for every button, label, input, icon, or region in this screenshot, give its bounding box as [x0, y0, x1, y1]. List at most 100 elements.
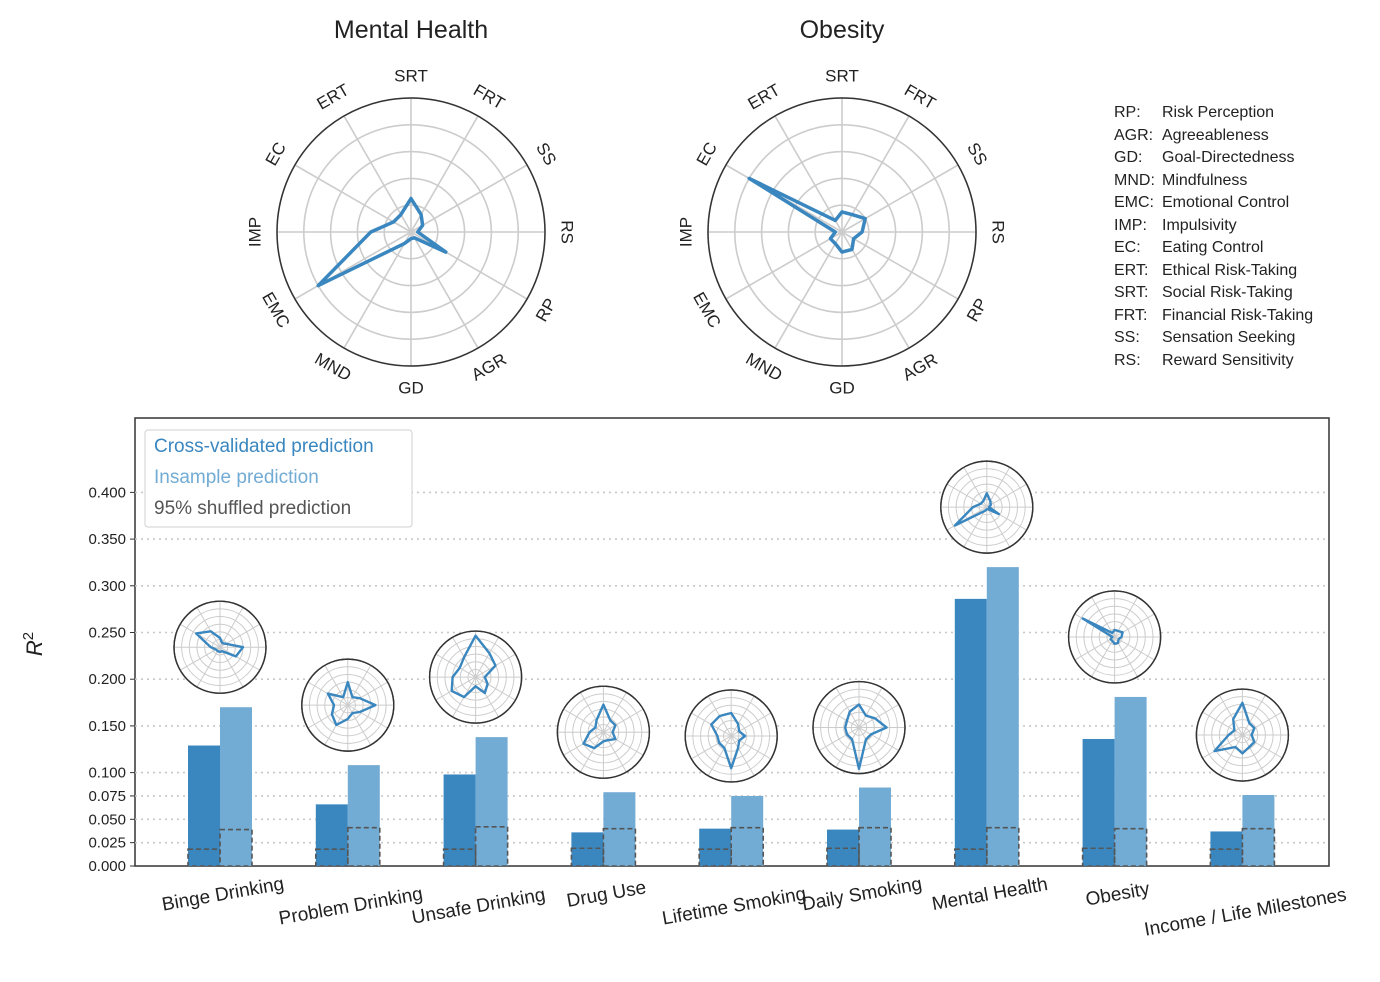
radar-spoke — [1218, 694, 1243, 736]
radar-spoke — [818, 727, 860, 751]
radar-spoke — [1074, 636, 1115, 661]
radar-series — [450, 634, 497, 699]
abbreviation-key: RP: — [1114, 104, 1141, 121]
radar-spoke — [410, 115, 479, 233]
radar-spoke — [410, 231, 528, 300]
abbreviation-name: Risk Perception — [1162, 104, 1275, 121]
radar-spoke — [475, 676, 516, 701]
radar-spoke — [841, 164, 959, 233]
radar-spoke — [324, 665, 349, 706]
radar-axis-label: IMP — [677, 217, 696, 247]
radar-axis-label: GD — [829, 379, 855, 398]
y-tick-label: 0.050 — [88, 811, 126, 828]
radar-series — [953, 492, 1000, 527]
x-tick-label: Problem Drinking — [277, 884, 424, 930]
radar-spoke — [579, 692, 604, 733]
radar-spoke — [219, 646, 244, 688]
radar-spoke — [347, 665, 372, 706]
radar-outline — [1067, 590, 1162, 684]
radar-series — [1213, 701, 1256, 755]
radar-spoke — [475, 637, 500, 678]
radar-axis-label: MND — [311, 349, 354, 385]
abbreviation-name: Sensation Seeking — [1162, 329, 1296, 346]
radar-axis-label: EC — [262, 139, 290, 169]
y-tick-label: 0.200 — [88, 671, 126, 688]
radar-axis-label: RP — [963, 295, 991, 325]
bar-cross-validated — [315, 804, 348, 866]
bar-cross-validated — [954, 598, 987, 866]
radar-spoke — [1218, 734, 1243, 776]
radar-spoke — [307, 704, 349, 729]
bar-insample — [1242, 795, 1275, 866]
top-radars: SRT FRT SS RS RP AGR GD MND EMC IMP EC ERT Mental He… — [246, 16, 1008, 398]
radar-spoke — [986, 506, 1011, 548]
radar-spoke — [858, 704, 900, 728]
y-ticks: 0.000 0.025 0.050 0.075 0.100 0.150 0.200 0.250… — [88, 484, 135, 875]
abbreviation-key: AGR: — [1114, 126, 1154, 144]
bar-shuffled-insample — [858, 826, 892, 867]
bar-shuffled-cv — [826, 847, 860, 867]
radar-spoke — [774, 231, 843, 349]
radar-spoke — [219, 646, 261, 671]
radar-mental-health: SRT FRT SS RS RP AGR GD MND EMC IMP EC ERT Mental He… — [246, 16, 577, 398]
y-tick-label: 0.400 — [88, 484, 126, 501]
inset-radar — [301, 658, 395, 752]
abbreviation-key: RS: — [1114, 351, 1141, 369]
abbreviation-row: RP: Risk Perception — [1114, 102, 1313, 125]
x-tick-label: Binge Drinking — [160, 874, 285, 916]
radar-spoke — [1202, 734, 1243, 759]
radar-axis-label: RP — [532, 295, 560, 325]
bar-shuffled-insample — [730, 826, 765, 867]
radar-spoke — [835, 727, 860, 768]
abbreviation-key: ERT: — [1114, 261, 1149, 279]
bar-shuffled-cv — [314, 848, 349, 867]
bar-shuffled-cv — [1209, 848, 1244, 867]
radar-spoke — [730, 735, 755, 777]
bar-shuffled-cv — [570, 847, 605, 867]
radar-outline — [276, 97, 546, 367]
radar-spoke — [1202, 711, 1243, 736]
bar-cross-validated — [188, 745, 220, 866]
y-tick-label: 0.025 — [88, 835, 126, 852]
radar-spoke — [179, 646, 221, 671]
radar-spoke — [294, 231, 412, 300]
bar-shuffled-insample — [602, 827, 637, 867]
radar-spoke — [1091, 636, 1116, 678]
radar-outline — [707, 97, 977, 367]
radar-spoke — [475, 676, 500, 718]
radar-spoke — [603, 708, 644, 733]
bar-shuffled-insample — [1241, 827, 1276, 867]
radar-title: Obesity — [800, 16, 885, 44]
radar-spoke — [219, 607, 244, 648]
radar-spoke — [435, 653, 476, 678]
radar-spoke — [963, 506, 988, 548]
radar-spoke — [603, 731, 644, 756]
radar-axis-label: FRT — [901, 80, 939, 113]
radar-spoke — [1091, 596, 1116, 638]
radar-spoke — [579, 731, 604, 773]
radar-spoke — [347, 704, 388, 729]
y-axis-label: R2 — [20, 632, 47, 656]
radar-outline — [940, 460, 1034, 554]
x-tick-label: Unsafe Drinking — [410, 885, 547, 929]
radar-spoke — [1241, 734, 1266, 776]
abbreviation-row: EMC: Emotional Control — [1114, 192, 1313, 215]
radar-outline — [173, 600, 267, 694]
bar-chart: 0.000 0.025 0.050 0.075 0.100 0.150 0.200 0.250… — [20, 417, 1348, 941]
radar-series — [710, 711, 747, 770]
radar-spoke — [725, 231, 843, 300]
abbreviation-row: MND: Mindfulness — [1114, 170, 1313, 193]
radar-axis-label: SS — [963, 139, 991, 168]
radar-spoke — [602, 692, 627, 733]
x-tick-label: Mental Health — [930, 874, 1049, 915]
y-tick-label: 0.000 — [88, 858, 126, 875]
radar-spoke — [1242, 734, 1283, 759]
radar-axis-label: ERT — [745, 80, 784, 113]
radar-spoke — [691, 735, 732, 760]
radar-spoke — [707, 735, 732, 777]
radar-outline — [301, 658, 395, 752]
radar-spoke — [343, 115, 412, 233]
bar-shuffled-cv — [953, 848, 988, 867]
x-tick-label: Lifetime Smoking — [661, 884, 808, 930]
bar-insample — [475, 737, 508, 866]
